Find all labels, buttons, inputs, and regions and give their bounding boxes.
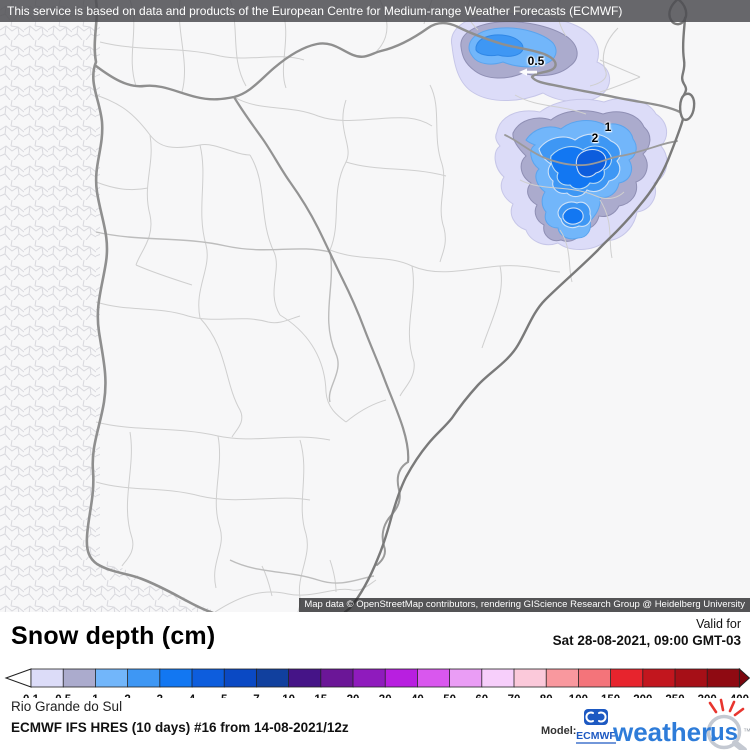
scale-box-80 <box>545 668 580 688</box>
scale-box-200 <box>642 668 676 688</box>
scale-box-60 <box>481 668 515 688</box>
ecmwf-notice-bar: This service is based on data and produc… <box>0 0 750 22</box>
scale-box-70 <box>513 668 547 688</box>
ecmwf-logo[interactable]: ECMWF <box>569 707 623 750</box>
magnifier-lens-icon <box>706 714 742 750</box>
rivers-and-borders <box>85 0 682 612</box>
scale-tick-200: 200 <box>633 694 652 698</box>
spark-icon <box>708 698 745 717</box>
lagoon-west-shore <box>376 461 409 566</box>
page-title: Snow depth (cm) <box>11 622 216 650</box>
ecmwf-notice-text: This service is based on data and produc… <box>7 4 623 18</box>
scale-box-7 <box>255 668 290 688</box>
scale-tick-100: 100 <box>569 694 588 698</box>
scale-tick-3: 3 <box>157 694 163 698</box>
valid-block: Valid for Sat 28-08-2021, 09:00 GMT-03 <box>553 617 741 648</box>
scale-tick-15: 15 <box>314 694 327 698</box>
scale-tick-4: 4 <box>189 694 196 698</box>
scale-tick-10: 10 <box>282 694 295 698</box>
valid-datetime: Sat 28-08-2021, 09:00 GMT-03 <box>552 633 741 648</box>
model-label: Model: <box>541 725 577 737</box>
contour-south-3 <box>562 207 584 225</box>
scale-tick-400: 400 <box>730 694 749 698</box>
scale-tick-70: 70 <box>508 694 521 698</box>
scale-tick-150: 150 <box>601 694 620 698</box>
map-canvas <box>0 0 696 612</box>
color-scale: 0.1 0.5 1 2 3 4 5 7 10 15 20 30 40 50 60 70 80 100 150 200 2… <box>4 667 750 698</box>
contour-label-2: 2 <box>591 131 599 145</box>
scale-box-40 <box>416 668 451 688</box>
scale-box-100 <box>578 668 612 688</box>
scale-tick-5: 5 <box>221 694 228 698</box>
scale-tick-80: 80 <box>540 694 553 698</box>
contour-label-1: 1 <box>604 120 612 134</box>
scale-tick-50: 50 <box>443 694 456 698</box>
trademark-symbol: ™ <box>743 727 750 736</box>
scale-box-30 <box>384 668 419 688</box>
weather-us-logo[interactable]: weather. us ™ <box>613 698 750 750</box>
scale-tick-300: 300 <box>698 694 717 698</box>
magnifier-handle-icon <box>732 740 747 750</box>
scale-tick-0.1: 0.1 <box>23 694 40 698</box>
region-label: Rio Grande do Sul <box>11 699 123 714</box>
state-boundaries <box>95 231 375 584</box>
uruguay-river-border <box>85 0 214 612</box>
scale-tick-0.5: 0.5 <box>55 694 72 698</box>
scale-tick-1: 1 <box>92 694 99 698</box>
ecmwf-logo-text: ECMWF <box>576 730 616 742</box>
scale-tick-30: 30 <box>379 694 392 698</box>
scale-box-50 <box>449 668 483 688</box>
ecmwf-logo-icon <box>584 709 608 725</box>
scale-box-2 <box>127 668 161 688</box>
legend-panel: Snow depth (cm) Valid for Sat 28-08-2021… <box>0 612 750 750</box>
scale-box-1 <box>95 668 129 688</box>
scale-tick-7: 7 <box>253 694 259 698</box>
scale-box-4 <box>191 668 225 688</box>
map-attribution[interactable]: Map data © OpenStreetMap contributors, r… <box>299 598 750 612</box>
scale-box-250 <box>674 668 708 688</box>
scale-tick-60: 60 <box>475 694 488 698</box>
northern-river-border <box>94 21 682 114</box>
scale-box-15 <box>320 668 354 688</box>
brand-text-suffix: us <box>710 719 738 746</box>
jacui-river <box>232 95 410 464</box>
scale-tick-2: 2 <box>124 694 130 698</box>
scale-box-20 <box>352 668 386 688</box>
scale-arrow-right <box>738 667 750 689</box>
municipal-boundaries <box>95 0 641 612</box>
scale-tick-250: 250 <box>665 694 684 698</box>
contour-label-05: 0.5 <box>527 54 545 68</box>
scale-box-150 <box>610 668 644 688</box>
dense-boundaries-west <box>0 0 100 612</box>
scale-box-3 <box>159 668 193 688</box>
pelotas-river <box>504 134 678 167</box>
ecmwf-logo-waves <box>585 711 607 723</box>
scale-arrow-left <box>4 668 32 688</box>
scale-tick-20: 20 <box>347 694 360 698</box>
scale-tick-40: 40 <box>411 694 424 698</box>
scale-box-5 <box>223 668 258 688</box>
model-run-info: ECMWF IFS HRES (10 days) #16 from 14-08-… <box>11 720 349 735</box>
scale-box-0.1 <box>30 668 64 688</box>
motion-arrow-icon <box>519 68 537 76</box>
scale-box-10 <box>288 668 322 688</box>
scale-box-300 <box>706 668 741 688</box>
valid-for-label: Valid for <box>696 617 741 631</box>
brand-text-main: weather. <box>613 717 717 747</box>
map-area[interactable]: 0.5 2 1 This service is based on data an… <box>0 0 750 612</box>
scale-box-0.5 <box>62 668 97 688</box>
